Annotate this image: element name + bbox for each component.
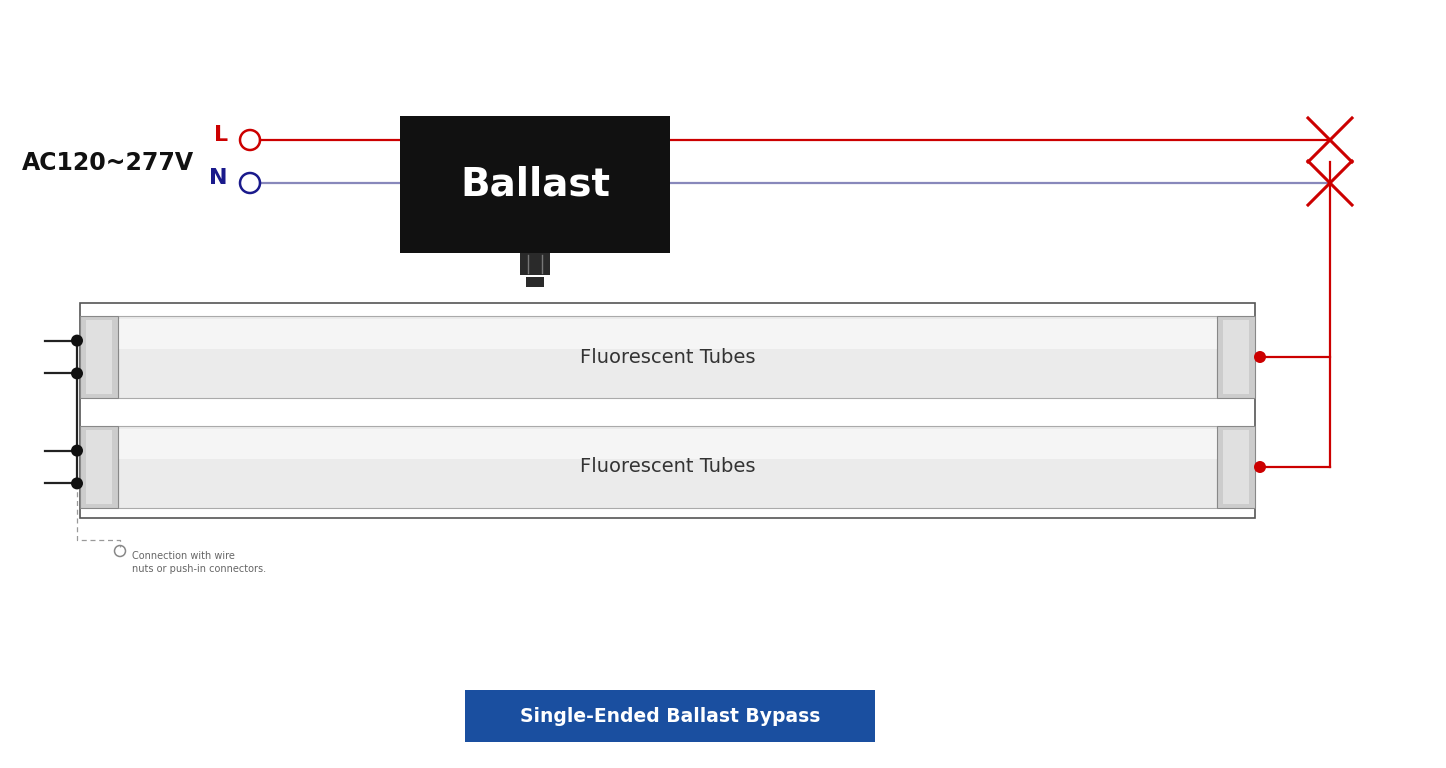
Text: N: N — [210, 168, 228, 188]
Text: L: L — [214, 125, 228, 145]
Bar — [1218, 316, 1255, 398]
Bar — [521, 253, 549, 275]
Bar — [466, 690, 875, 742]
Bar — [80, 316, 119, 398]
Bar — [119, 319, 1218, 349]
Text: Connection with wire
nuts or push-in connectors.: Connection with wire nuts or push-in con… — [132, 551, 266, 574]
Bar — [1223, 320, 1249, 394]
Text: Ballast: Ballast — [460, 165, 610, 204]
Circle shape — [71, 335, 82, 346]
Bar — [119, 426, 1218, 508]
Bar — [526, 277, 544, 287]
Circle shape — [71, 478, 82, 489]
Bar — [1218, 426, 1255, 508]
Text: Fluorescent Tubes: Fluorescent Tubes — [580, 347, 755, 366]
Text: AC120~277V: AC120~277V — [22, 151, 194, 175]
Bar — [119, 429, 1218, 458]
Bar — [80, 426, 119, 508]
Circle shape — [71, 367, 82, 379]
Bar — [80, 303, 1255, 518]
Bar — [1223, 430, 1249, 504]
Bar — [119, 316, 1218, 398]
Bar — [85, 430, 113, 504]
Bar — [85, 320, 113, 394]
Bar — [401, 116, 669, 253]
Circle shape — [71, 445, 82, 457]
Circle shape — [1254, 461, 1267, 473]
Text: Fluorescent Tubes: Fluorescent Tubes — [580, 458, 755, 476]
Text: Single-Ended Ballast Bypass: Single-Ended Ballast Bypass — [519, 707, 820, 726]
Circle shape — [1254, 351, 1267, 363]
